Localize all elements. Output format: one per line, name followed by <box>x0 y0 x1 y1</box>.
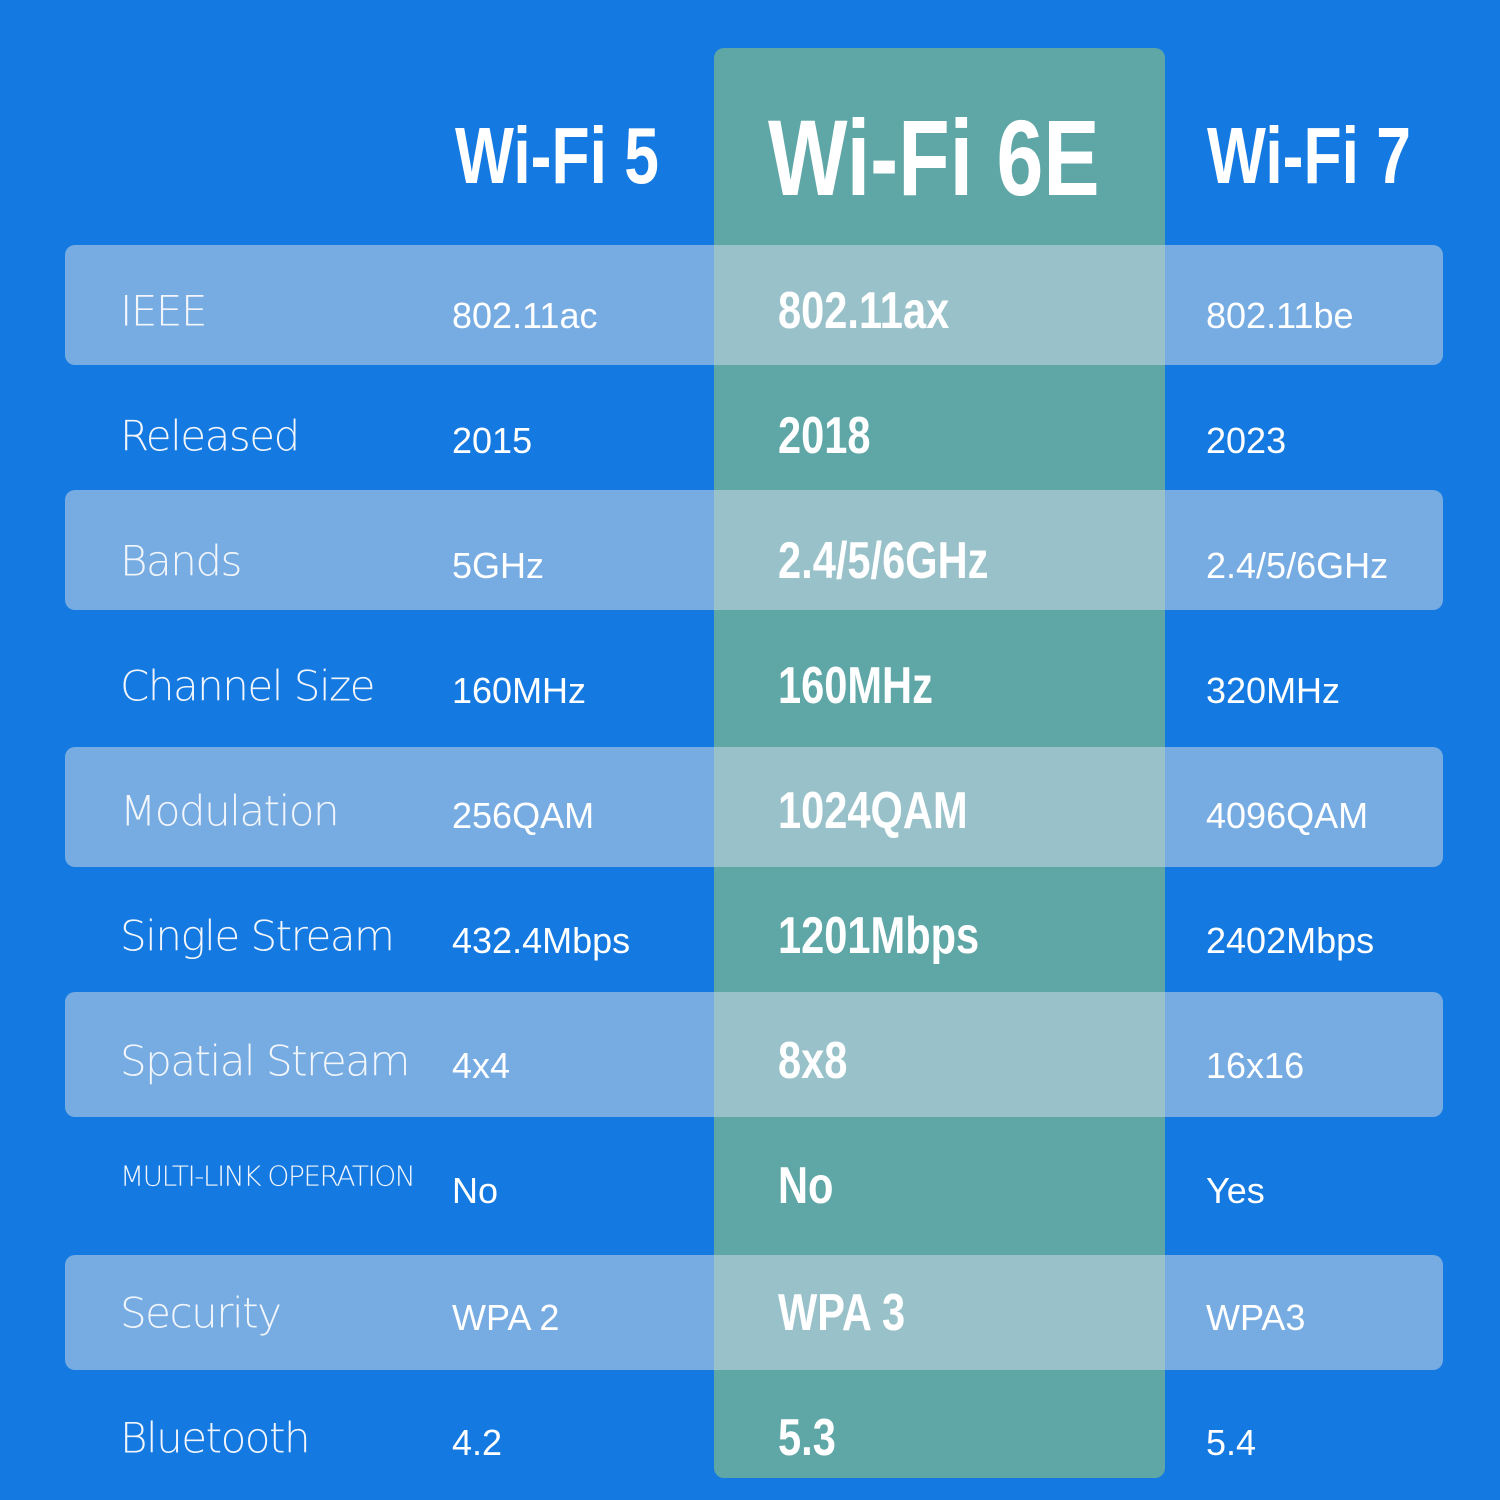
table-row: Bluetooth 4.2 5.3 5.4 <box>0 1375 1500 1500</box>
row-stripe <box>65 747 1443 867</box>
row-stripe <box>65 490 1443 610</box>
wifi-5-value: 4.2 <box>452 1421 503 1463</box>
wifi-5-value: 256QAM <box>452 794 595 836</box>
wifi-5-value: WPA 2 <box>452 1296 560 1338</box>
wifi-6e-value: 802.11ax <box>778 281 950 340</box>
wifi-6e-value: 1201Mbps <box>778 906 980 965</box>
wifi-6e-value: 2.4/5/6GHz <box>778 531 989 590</box>
wifi-7-value: 4096QAM <box>1206 794 1369 836</box>
wifi-6e-value: 2018 <box>778 406 871 465</box>
row-label: Released <box>120 411 300 460</box>
wifi-5-value: 5GHz <box>452 544 545 586</box>
row-label: Channel Size <box>120 661 376 710</box>
header-wifi-6e: Wi-Fi 6E <box>768 97 1100 218</box>
wifi-5-value: 160MHz <box>452 669 587 711</box>
row-stripe <box>65 1255 1443 1370</box>
header-wifi-5: Wi-Fi 5 <box>455 111 659 200</box>
row-label: Modulation <box>120 786 340 835</box>
row-label: IEEE <box>120 286 208 335</box>
wifi-7-value: 2402Mbps <box>1206 919 1375 961</box>
row-label: Spatial Stream <box>120 1036 410 1085</box>
table-row: Channel Size 160MHz 160MHz 320MHz <box>0 623 1500 748</box>
table-row: Single Stream 432.4Mbps 1201Mbps 2402Mbps <box>0 873 1500 998</box>
wifi-7-value: 16x16 <box>1206 1044 1305 1086</box>
wifi-6e-value: 1024QAM <box>778 781 968 840</box>
row-label: Bluetooth <box>120 1413 311 1462</box>
wifi-5-value: 4x4 <box>452 1044 511 1086</box>
table-row: Bands 5GHz 2.4/5/6GHz 2.4/5/6GHz <box>0 498 1500 623</box>
wifi-7-value: 2023 <box>1206 419 1287 461</box>
table-row: MULTI-LINK OPERATION No No Yes <box>0 1123 1500 1248</box>
row-label: Security <box>120 1288 282 1337</box>
wifi-5-value: 432.4Mbps <box>452 919 631 961</box>
wifi-5-value: 802.11ac <box>452 294 598 336</box>
row-label: MULTI-LINK OPERATION <box>120 1159 416 1192</box>
table-row: IEEE 802.11ac 802.11ax 802.11be <box>0 248 1500 373</box>
wifi-5-value: No <box>452 1169 499 1211</box>
wifi-6e-value: 160MHz <box>778 656 933 715</box>
wifi-5-value: 2015 <box>452 419 533 461</box>
wifi-6e-value: No <box>778 1156 834 1215</box>
table-row: Released 2015 2018 2023 <box>0 373 1500 498</box>
table-row: Spatial Stream 4x4 8x8 16x16 <box>0 998 1500 1123</box>
wifi-6e-value: 8x8 <box>778 1031 848 1090</box>
row-stripe <box>65 245 1443 365</box>
row-label: Single Stream <box>120 911 395 960</box>
table-row: Modulation 256QAM 1024QAM 4096QAM <box>0 748 1500 873</box>
wifi-7-value: WPA3 <box>1206 1296 1306 1338</box>
table-row: Security WPA 2 WPA 3 WPA3 <box>0 1250 1500 1375</box>
row-stripe <box>65 992 1443 1117</box>
wifi-6e-value: 5.3 <box>778 1408 836 1467</box>
wifi-7-value: 320MHz <box>1206 669 1341 711</box>
row-label: Bands <box>120 536 242 585</box>
wifi-7-value: 802.11be <box>1206 294 1354 336</box>
wifi-6e-value: WPA 3 <box>778 1283 906 1342</box>
header-wifi-7: Wi-Fi 7 <box>1207 111 1411 200</box>
wifi-7-value: Yes <box>1206 1169 1265 1211</box>
wifi-7-value: 5.4 <box>1206 1421 1257 1463</box>
wifi-7-value: 2.4/5/6GHz <box>1206 544 1389 586</box>
